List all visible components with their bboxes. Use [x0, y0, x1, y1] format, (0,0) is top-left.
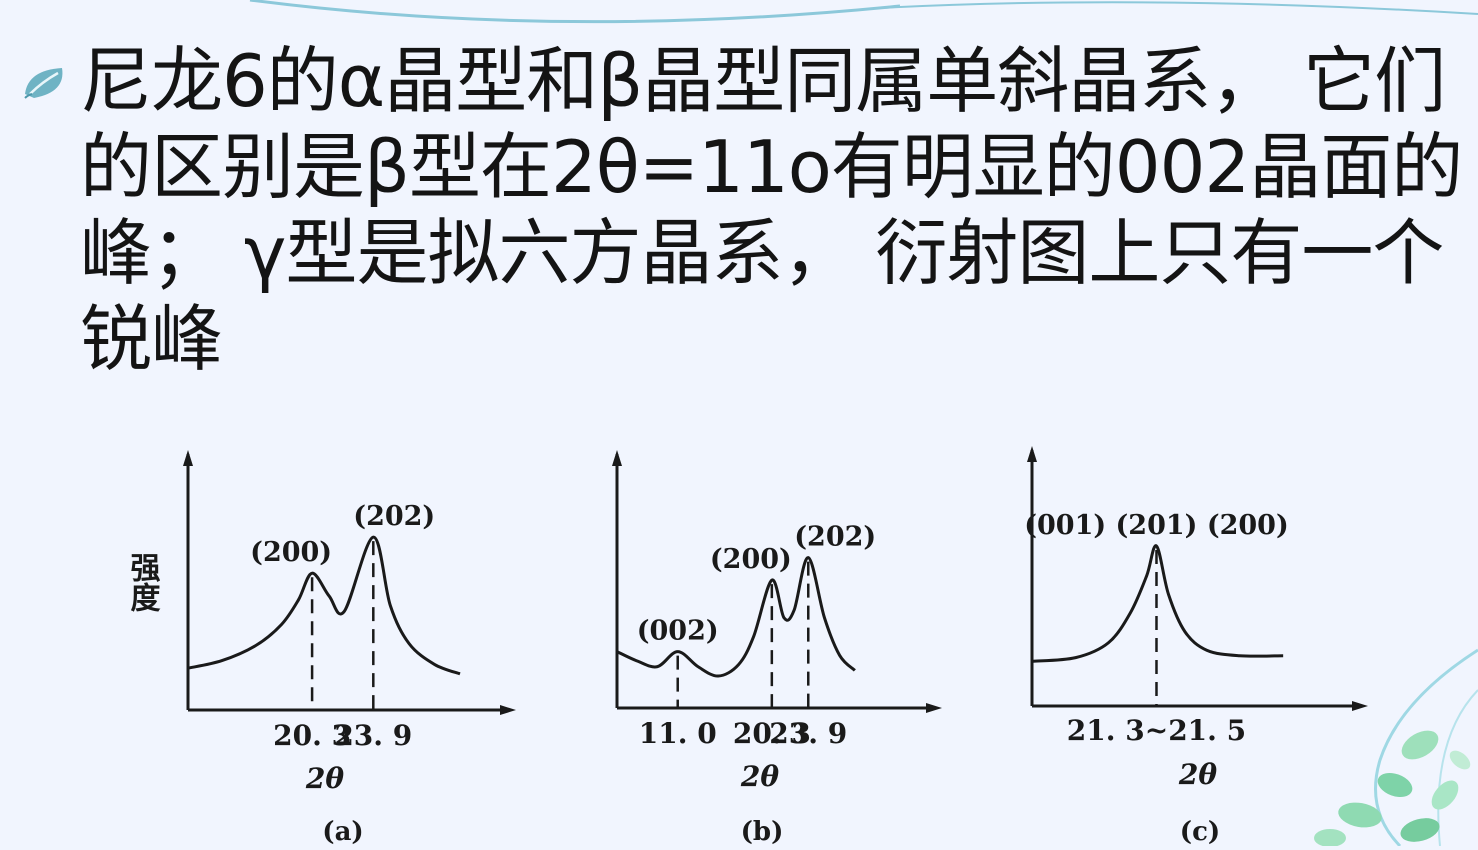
leaf-vine-decoration [1314, 648, 1478, 846]
peak-label: (202) [794, 522, 876, 553]
x-axis-arrow [1352, 701, 1368, 711]
text-line-1: 尼龙6的α晶型和β晶型同属单斜晶系， 它们 [80, 39, 1446, 123]
x-tick-label: 21. 3~21. 5 [1067, 714, 1246, 747]
peak-label: (200) [250, 537, 332, 568]
x-axis-arrow [500, 705, 516, 715]
x-tick-label: 20. 3 [733, 717, 811, 750]
text-line-2: 的区别是β型在2θ=11ο有明显的002晶面的 [80, 125, 1463, 209]
chart-caption: (c) [1180, 817, 1220, 847]
xrd-chart-c: (001) (201) (200) 21. 3~21. 5 2θ (c) [1010, 440, 1390, 850]
y-axis-arrow [183, 450, 193, 466]
leaf-bullet-icon [24, 68, 63, 99]
peak-label: (001) (201) (200) [1024, 510, 1289, 541]
x-axis-arrow [926, 703, 942, 713]
xrd-chart-b: (002) (200) (202) 11. 0 20. 3 23. 9 2θ (b) [600, 440, 960, 850]
diffraction-curve [1031, 544, 1284, 663]
y-axis-arrow [1027, 446, 1037, 462]
slide-body-text: 尼龙6的α晶型和β晶型同属单斜晶系， 它们 的区别是β型在2θ=11ο有明显的0… [80, 38, 1463, 382]
y-axis-label: 强度 [125, 552, 161, 613]
xrd-chart-a: 强度 (200) (202) 20. 3 23. 9 2θ (a) [125, 440, 530, 850]
xrd-chart-a-svg: 强度 (200) (202) 20. 323. 9 2θ (a) [125, 450, 516, 847]
diffraction-curve [187, 535, 461, 676]
x-tick-label: 23. 9 [769, 717, 847, 750]
peak-label: (002) [637, 616, 719, 647]
x-axis-label: 2θ [305, 762, 344, 795]
x-tick-label: 11. 0 [639, 717, 717, 750]
y-axis-arrow [612, 450, 622, 466]
x-axis-label: 2θ [740, 760, 779, 793]
x-tick-label: 20. 3 [273, 719, 351, 752]
peak-label: (200) [710, 544, 792, 575]
text-line-4: 锐峰 [80, 297, 223, 381]
xrd-chart-c-svg: (001) (201) (200) 21. 3~21. 5 2θ (c) [1024, 446, 1368, 847]
text-line-3: 峰； γ型是拟六方晶系， 衍射图上只有一个 [80, 211, 1444, 295]
peak-label: (202) [353, 501, 435, 532]
top-arc-decoration [249, 0, 901, 24]
diffraction-curve [616, 556, 856, 678]
x-tick-label: 23. 9 [334, 719, 412, 752]
x-axis-label: 2θ [1178, 758, 1217, 791]
chart-caption: (b) [741, 817, 784, 847]
xrd-chart-b-svg: (002) (200)(202) 11. 0 20. 323. 9 2θ (b) [612, 450, 942, 847]
top-arc-decoration-right [879, 1, 1478, 15]
chart-caption: (a) [322, 817, 363, 847]
